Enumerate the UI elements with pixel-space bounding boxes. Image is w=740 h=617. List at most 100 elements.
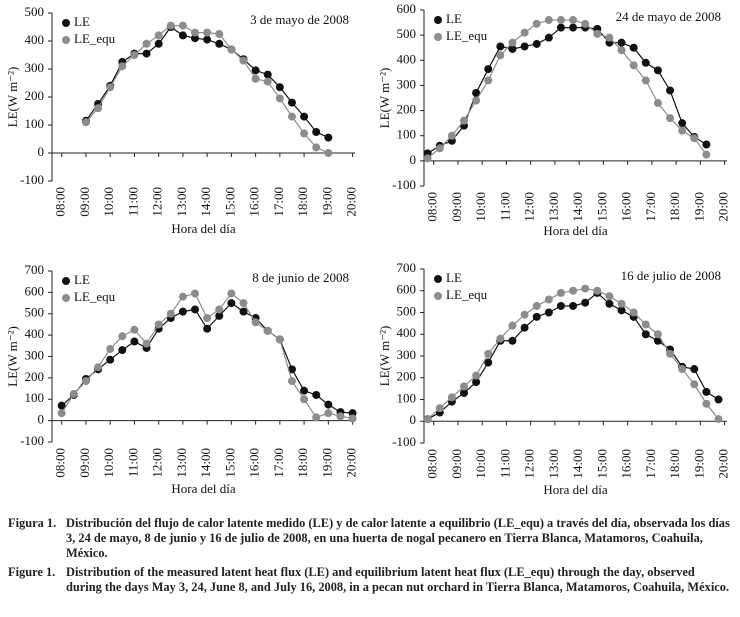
- y-tick-label: 700: [25, 262, 45, 277]
- data-point: [154, 31, 163, 40]
- data-point: [275, 83, 284, 92]
- data-point: [617, 306, 626, 315]
- data-point: [106, 355, 115, 364]
- x-tick-label: 10:00: [473, 449, 488, 479]
- charts: -100 0 100 200 300 400 500 08:00 09:00 10:00 11:00…: [5, 1, 731, 497]
- data-point: [496, 51, 505, 60]
- x-tick-label: 20:00: [716, 449, 731, 479]
- data-point: [57, 401, 66, 410]
- data-point: [300, 129, 309, 138]
- plot: -100 0 100 200 300 400 500 600 08:00 09:00 10:00 11…: [377, 1, 731, 238]
- legend-label: LE: [446, 270, 462, 285]
- data-point: [69, 389, 78, 398]
- data-point: [581, 19, 590, 28]
- data-point: [496, 42, 505, 51]
- y-tick-label: 200: [397, 369, 417, 384]
- legend-label: LE_equ: [74, 31, 116, 46]
- data-point: [239, 307, 248, 316]
- data-point: [641, 330, 650, 339]
- x-tick-label: 11:00: [125, 187, 140, 216]
- data-point: [484, 358, 493, 367]
- y-tick-label: 600: [25, 283, 45, 298]
- data-point: [336, 412, 345, 421]
- x-tick-label: 16:00: [247, 187, 262, 217]
- y-tick-label: 100: [397, 390, 417, 405]
- legend-marker: [434, 16, 442, 24]
- data-point: [118, 346, 127, 355]
- data-point: [605, 292, 614, 301]
- data-point: [154, 39, 163, 48]
- x-tick-label: 17:00: [643, 449, 658, 479]
- legend-marker: [62, 294, 70, 302]
- data-point: [617, 299, 626, 308]
- y-tick-label: -100: [392, 177, 416, 192]
- data-point: [484, 349, 493, 358]
- data-point: [118, 62, 127, 71]
- data-point: [520, 310, 529, 319]
- plot: -100 0 100 200 300 400 500 08:00 09:00 10:00 11:00…: [5, 4, 359, 236]
- data-point: [130, 337, 139, 346]
- data-point: [641, 320, 650, 329]
- data-point: [287, 112, 296, 121]
- x-tick-label: 09:00: [449, 192, 464, 222]
- data-point: [227, 45, 236, 54]
- data-point: [496, 334, 505, 343]
- x-tick-label: 18:00: [667, 449, 682, 479]
- data-point: [57, 409, 66, 418]
- x-tick-label: 14:00: [570, 449, 585, 479]
- data-point: [714, 415, 723, 424]
- data-point: [666, 114, 675, 123]
- data-point: [178, 31, 187, 40]
- data-point: [263, 326, 272, 335]
- x-tick-label: 19:00: [319, 187, 334, 217]
- x-tick-label: 12:00: [522, 192, 537, 222]
- x-tick-label: 18:00: [295, 187, 310, 217]
- legend-marker: [62, 277, 70, 285]
- data-point: [520, 28, 529, 37]
- data-point: [666, 86, 675, 95]
- legend-marker: [434, 275, 442, 283]
- y-tick-label: 300: [397, 347, 417, 362]
- data-point: [556, 23, 565, 32]
- data-point: [472, 88, 481, 97]
- data-point: [275, 335, 284, 344]
- y-tick-label: -100: [392, 434, 416, 449]
- x-tick-label: 20:00: [344, 187, 359, 217]
- data-point: [569, 16, 578, 25]
- y-tick-label: 0: [38, 144, 45, 159]
- data-point: [142, 49, 151, 58]
- legend-label: LE_equ: [446, 28, 488, 43]
- data-point: [324, 133, 333, 142]
- data-point: [435, 404, 444, 413]
- y-tick-label: -100: [20, 172, 44, 187]
- series-line: [427, 27, 707, 154]
- data-point: [239, 56, 248, 65]
- x-tick-label: 15:00: [594, 192, 609, 222]
- data-point: [81, 377, 90, 386]
- x-tick-label: 13:00: [174, 187, 189, 217]
- data-point: [532, 312, 541, 321]
- y-tick-label: 500: [397, 26, 417, 41]
- y-tick-label: 400: [397, 325, 417, 340]
- series-line: [427, 292, 719, 420]
- data-point: [459, 116, 468, 125]
- data-point: [191, 28, 200, 37]
- series-line: [85, 25, 329, 154]
- data-point: [653, 330, 662, 339]
- x-tick-label: 16:00: [619, 192, 634, 222]
- data-point: [459, 388, 468, 397]
- data-point: [118, 332, 127, 341]
- x-tick-label: 20:00: [716, 192, 731, 222]
- y-axis-label: LE(W m⁻²): [377, 68, 392, 129]
- data-point: [130, 325, 139, 334]
- y-axis-label: LE(W m⁻²): [5, 326, 20, 387]
- data-point: [690, 365, 699, 374]
- annotation: 3 de mayo de 2008: [250, 12, 349, 27]
- y-tick-label: 100: [397, 127, 417, 142]
- x-tick-label: 08:00: [425, 449, 440, 479]
- caption-label: Figure 1.: [8, 565, 56, 579]
- data-point: [617, 46, 626, 55]
- x-tick-label: 17:00: [271, 448, 286, 478]
- data-point: [532, 39, 541, 48]
